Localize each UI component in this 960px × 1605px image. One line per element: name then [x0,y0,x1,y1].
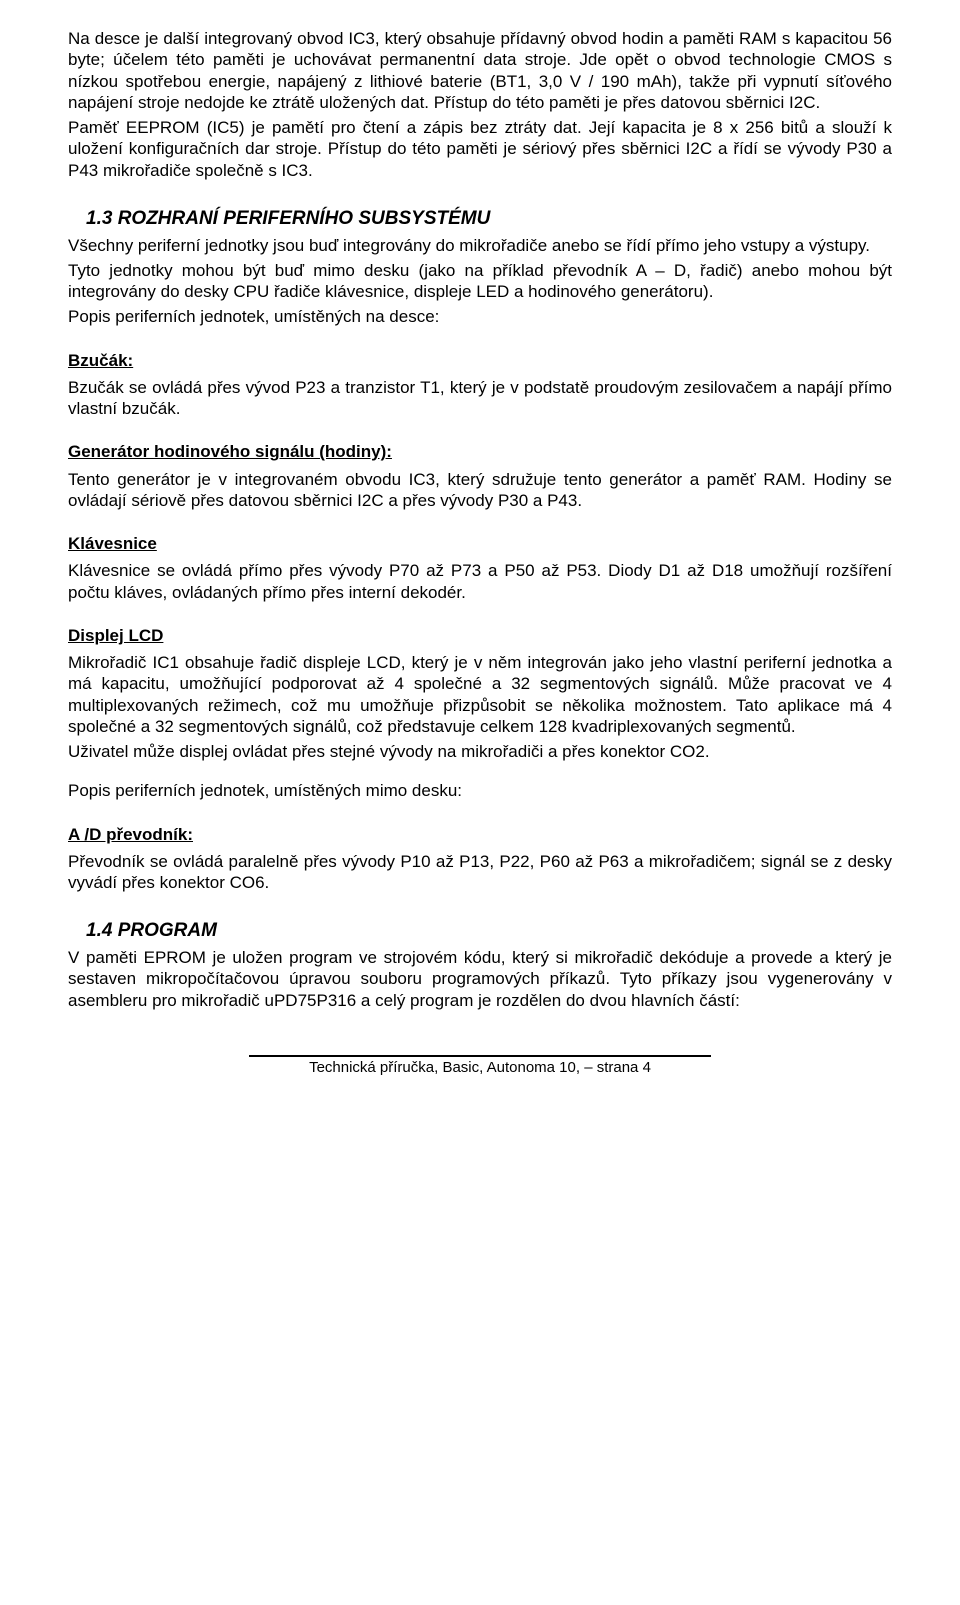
clockgen-paragraph-1: Tento generátor je v integrovaném obvodu… [68,469,892,512]
adc-paragraph-1: Převodník se ovládá paralelně přes vývod… [68,851,892,894]
subheading-buzzer: Bzučák: [68,350,892,371]
footer-rule [249,1055,710,1057]
sec13-paragraph-1: Všechny periferní jednotky jsou buď inte… [68,235,892,256]
page-container: Na desce je další integrovaný obvod IC3,… [0,0,960,1108]
intro-paragraph-2: Paměť EEPROM (IC5) je pamětí pro čtení a… [68,117,892,181]
subheading-lcd: Displej LCD [68,625,892,646]
subheading-keyboard: Klávesnice [68,533,892,554]
offboard-desc: Popis periferních jednotek, umístěných m… [68,780,892,801]
keyboard-paragraph-1: Klávesnice se ovládá přímo přes vývody P… [68,560,892,603]
subheading-adc: A /D převodník: [68,824,892,845]
lcd-paragraph-1: Mikrořadič IC1 obsahuje řadič displeje L… [68,652,892,737]
footer-text: Technická příručka, Basic, Autonoma 10, … [68,1059,892,1078]
footer-container: Technická příručka, Basic, Autonoma 10, … [68,1055,892,1078]
sec13-paragraph-2: Tyto jednotky mohou být buď mimo desku (… [68,260,892,303]
intro-paragraph-1: Na desce je další integrovaný obvod IC3,… [68,28,892,113]
buzzer-paragraph-1: Bzučák se ovládá přes vývod P23 a tranzi… [68,377,892,420]
subheading-clockgen: Generátor hodinového signálu (hodiny): [68,441,892,462]
sec14-paragraph-1: V paměti EPROM je uložen program ve stro… [68,947,892,1011]
heading-1-4: 1.4 PROGRAM [86,919,892,943]
lcd-paragraph-2: Uživatel může displej ovládat přes stejn… [68,741,892,762]
heading-1-3: 1.3 ROZHRANÍ PERIFERNÍHO SUBSYSTÉMU [86,207,892,231]
sec13-paragraph-3: Popis periferních jednotek, umístěných n… [68,306,892,327]
